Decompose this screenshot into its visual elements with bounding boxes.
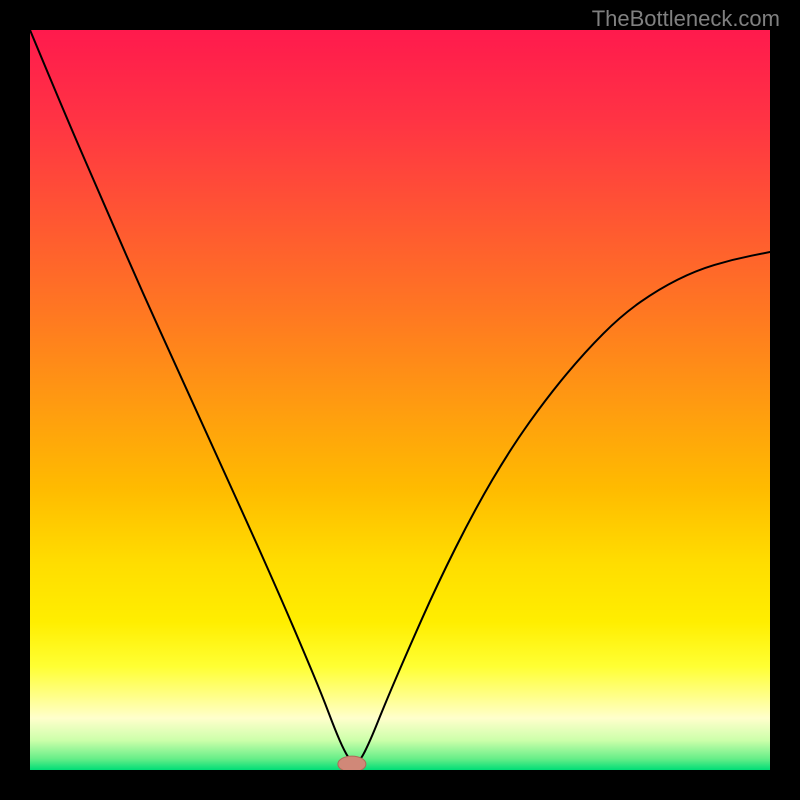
gradient-background (30, 30, 770, 770)
chart-frame: TheBottleneck.com (0, 0, 800, 800)
watermark-text: TheBottleneck.com (592, 6, 780, 32)
plot-area (30, 30, 770, 770)
bottleneck-curve-chart (30, 30, 770, 770)
optimal-point-marker (338, 756, 366, 770)
